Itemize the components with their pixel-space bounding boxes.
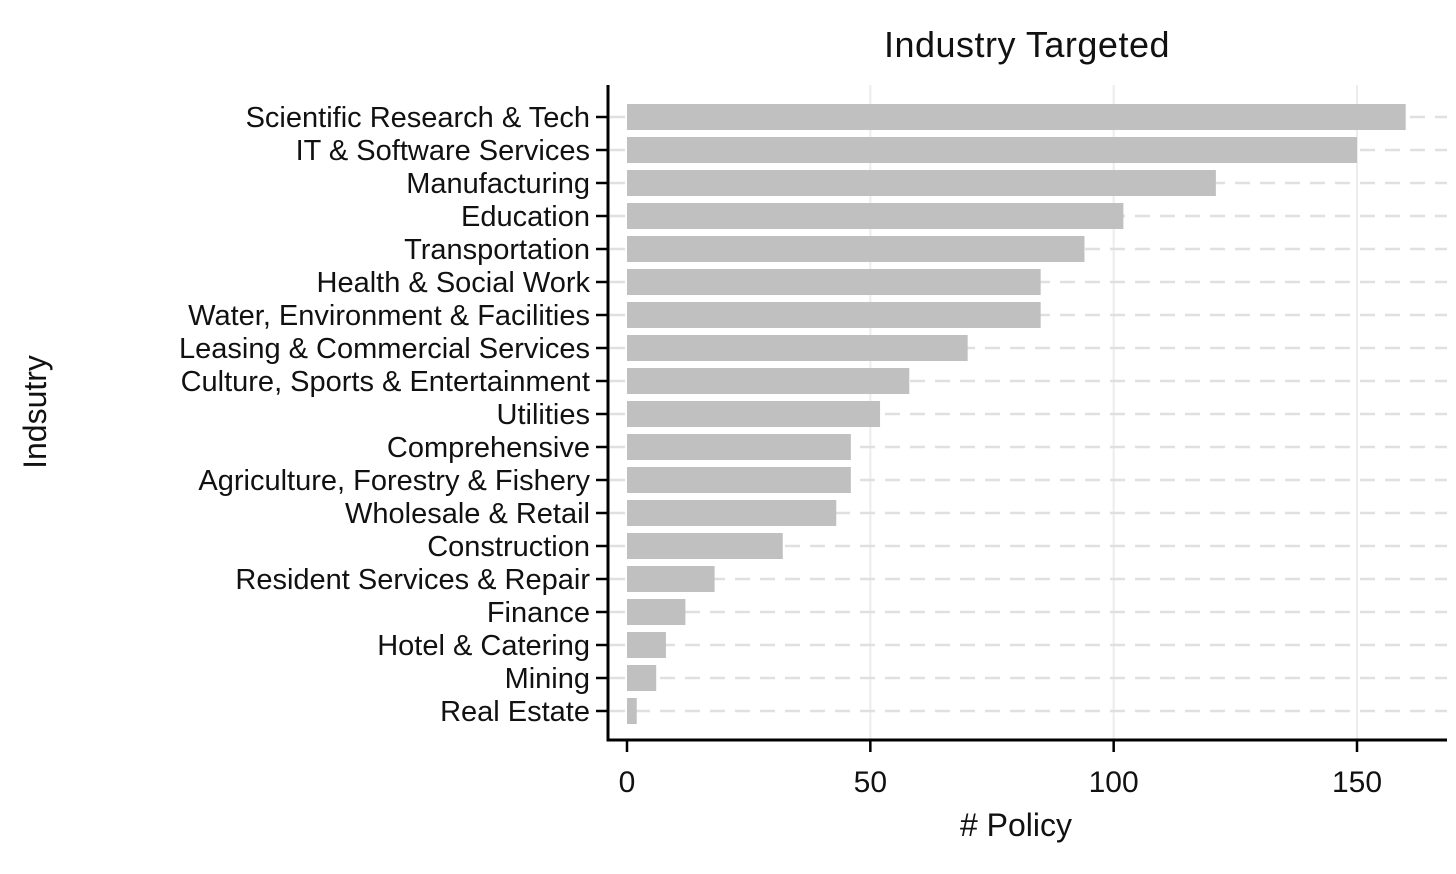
bar (627, 302, 1041, 328)
category-label: Leasing & Commercial Services (179, 333, 590, 365)
bar (627, 269, 1041, 295)
category-label: Agriculture, Forestry & Fishery (198, 465, 590, 497)
bar (627, 500, 837, 526)
category-label: Scientific Research & Tech (246, 102, 590, 134)
bar (627, 566, 715, 592)
bar (627, 137, 1358, 163)
category-label: Resident Services & Repair (235, 564, 590, 596)
bar (627, 665, 657, 691)
bar (627, 170, 1216, 196)
category-label: Mining (505, 663, 590, 695)
category-label: Utilities (497, 399, 590, 431)
x-axis-title: # Policy (960, 807, 1072, 843)
bar (627, 698, 637, 724)
category-label: IT & Software Services (296, 135, 590, 167)
axis-layer (596, 85, 1447, 752)
bar (627, 632, 666, 658)
category-label: Manufacturing (406, 168, 590, 200)
bar (627, 401, 881, 427)
bar (627, 104, 1406, 130)
category-label: Hotel & Catering (377, 630, 590, 662)
category-label: Wholesale & Retail (345, 498, 590, 530)
bar (627, 467, 851, 493)
category-label: Real Estate (440, 696, 590, 728)
bar (627, 203, 1124, 229)
chart-title: Industry Targeted (884, 24, 1170, 65)
x-tick-label: 50 (854, 766, 887, 799)
category-label: Education (461, 201, 590, 233)
bar (627, 434, 851, 460)
x-tick-label: 150 (1332, 766, 1382, 799)
category-label: Finance (487, 597, 590, 629)
bar (627, 533, 783, 559)
category-label: Health & Social Work (317, 267, 591, 299)
x-tick-label: 100 (1089, 766, 1139, 799)
x-tick-label: 0 (619, 766, 636, 799)
category-label: Transportation (404, 234, 590, 266)
category-label: Water, Environment & Facilities (188, 300, 590, 332)
bar-layer (627, 104, 1406, 724)
bar (627, 368, 910, 394)
bar (627, 335, 968, 361)
category-label: Construction (427, 531, 590, 563)
y-axis-title: Indsutry (17, 355, 53, 469)
bar (627, 236, 1085, 262)
bar (627, 599, 686, 625)
category-label: Comprehensive (387, 432, 590, 464)
category-label: Culture, Sports & Entertainment (181, 366, 590, 398)
